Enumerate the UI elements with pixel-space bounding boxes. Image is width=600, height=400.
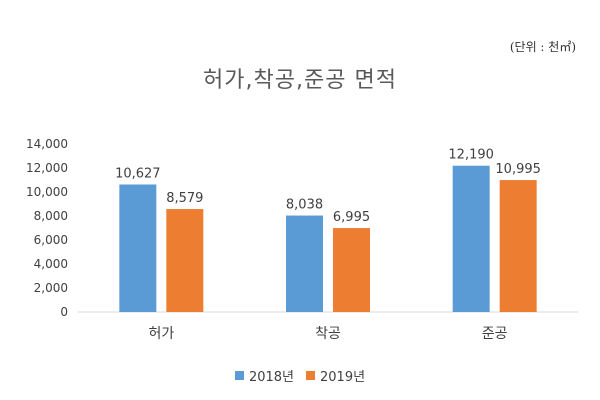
legend-item: 2019년 [306,366,365,385]
legend-swatch [234,371,244,380]
bar-series1 [286,215,323,312]
legend-swatch [306,371,315,380]
legend-label: 2019년 [320,370,366,385]
y-tick-label: 0 [60,305,68,319]
x-category-label: 허가 [148,326,174,342]
data-label: 8,038 [286,198,323,213]
bar-series1 [119,184,157,312]
unit-note: (단위 : 천㎡) [509,40,576,54]
y-tick-label: 6,000 [34,233,68,247]
data-label: 10,995 [495,162,541,177]
legend-label: 2018년 [248,370,294,385]
bar-series2 [333,228,370,312]
chart-legend: 2018년 2019년 [0,366,600,385]
bar-series2 [166,209,204,312]
data-label: 10,627 [115,166,161,181]
x-category-label: 준공 [482,326,508,342]
y-tick-label: 10,000 [26,185,68,199]
bar-series2 [499,180,537,312]
y-tick-label: 4,000 [34,257,68,271]
legend-item: 2018년 [234,366,294,385]
y-tick-label: 8,000 [34,209,68,223]
y-tick-label: 12,000 [26,161,68,175]
bar-series1 [452,165,490,312]
data-label: 8,579 [166,191,203,206]
y-tick-label: 14,000 [26,137,68,151]
y-tick-label: 2,000 [34,281,68,295]
x-category-label: 착공 [315,326,341,342]
data-label: 12,190 [448,148,494,163]
chart-title: 허가,착공,준공 면적 [203,68,397,93]
data-label: 6,995 [333,210,370,225]
